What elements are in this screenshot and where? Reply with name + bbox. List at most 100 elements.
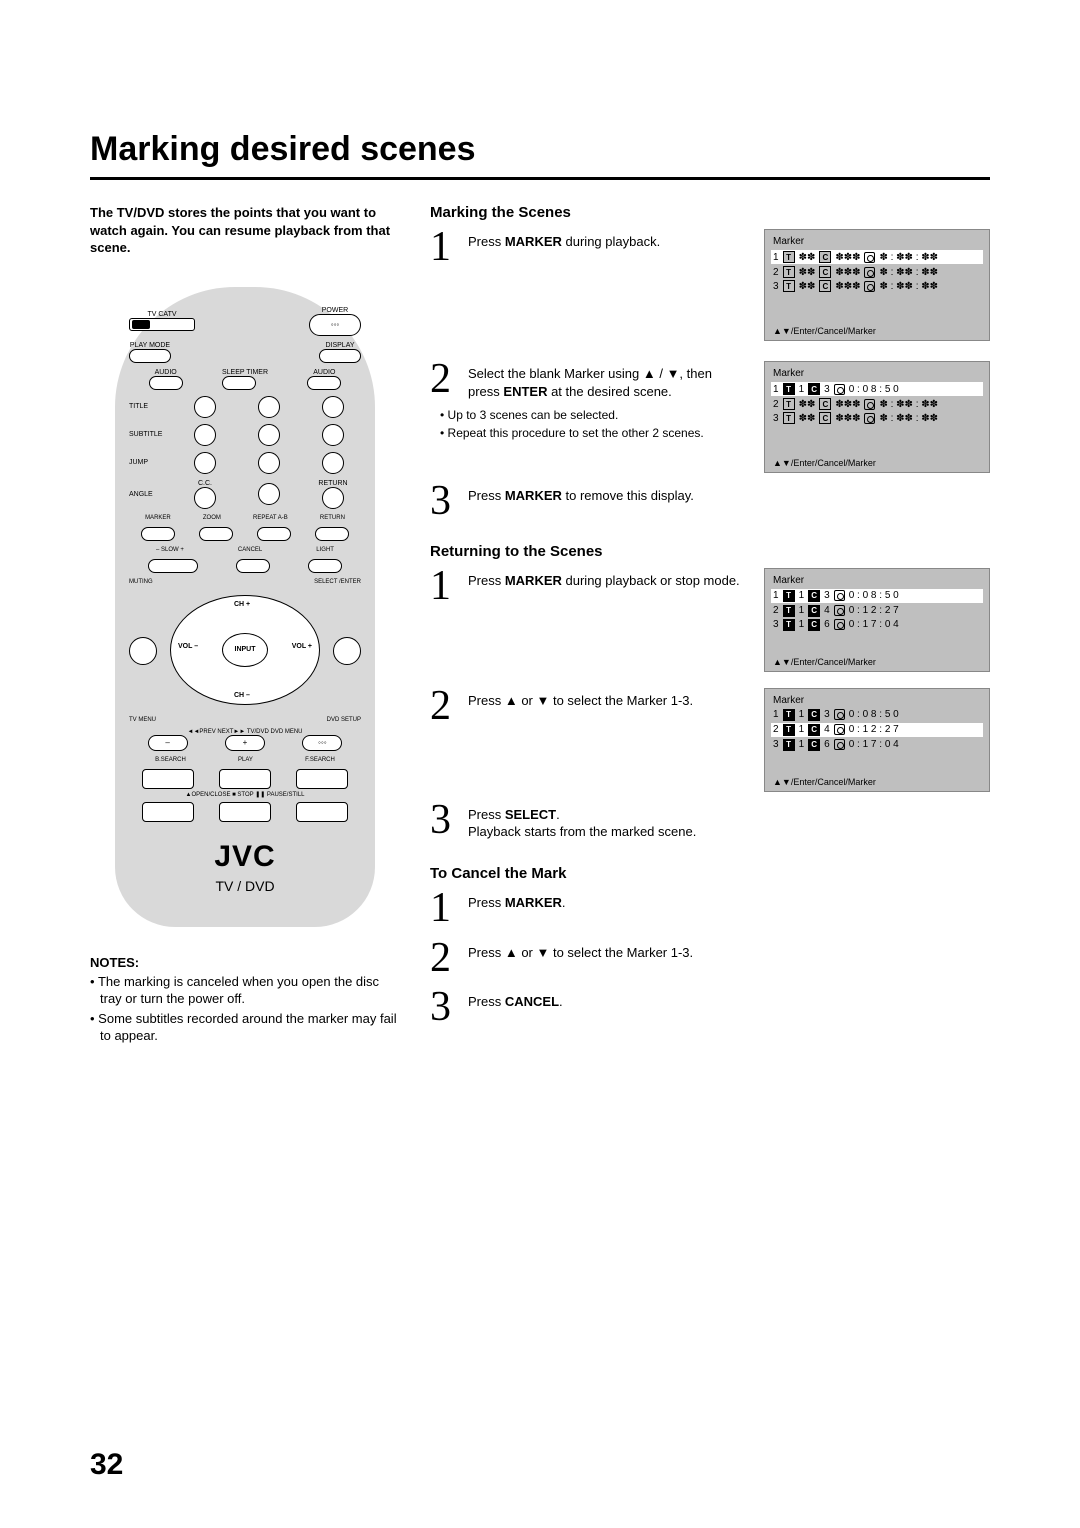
muting-button	[129, 637, 157, 665]
step-num: 1	[430, 568, 456, 606]
step-num: 3	[430, 989, 456, 1027]
play-label: PLAY	[238, 757, 253, 763]
note-2: Some subtitles recorded around the marke…	[90, 1011, 400, 1045]
stop-button	[219, 802, 271, 822]
audio-button	[149, 376, 183, 390]
return-step2: Press ▲ or ▼ to select the Marker 1-3.	[468, 688, 746, 726]
marking-heading: Marking the Scenes	[430, 204, 990, 221]
jump-label: JUMP	[129, 459, 169, 466]
tv-catv-label: TV CATV	[129, 311, 195, 318]
repeat-button	[257, 527, 291, 541]
num-3	[322, 396, 344, 418]
cancel-label: CANCEL	[238, 547, 262, 553]
prev-button: –	[148, 735, 188, 751]
audio2-label: AUDIO	[307, 369, 341, 376]
marker-button	[141, 527, 175, 541]
bottom-labels: ▲OPEN/CLOSE ■ STOP ❚❚ PAUSE/STILL	[129, 791, 361, 798]
next-button: +	[225, 735, 265, 751]
muting-label: MUTING	[129, 579, 153, 585]
select-button	[333, 637, 361, 665]
vol-up: VOL +	[292, 643, 312, 650]
num-0	[258, 483, 280, 505]
page-title: Marking desired scenes	[90, 130, 990, 180]
cancel-heading: To Cancel the Mark	[430, 865, 990, 882]
notes-list: The marking is canceled when you open th…	[90, 974, 400, 1046]
slow-label: – SLOW +	[156, 547, 184, 553]
step-num: 1	[430, 229, 456, 267]
num-4	[194, 424, 216, 446]
num-7	[194, 452, 216, 474]
sub-2: Repeat this procedure to set the other 2…	[440, 426, 746, 440]
fsearch-label: F.SEARCH	[305, 757, 335, 763]
tvdvd-button: ◦◦◦	[302, 735, 342, 751]
ch-up: CH +	[234, 601, 250, 608]
display-button	[319, 349, 361, 363]
intro-text: The TV/DVD stores the points that you wa…	[90, 204, 400, 257]
brand-logo: JVC	[129, 840, 361, 874]
repeat-label: REPEAT A-B	[253, 515, 288, 521]
angle-label: ANGLE	[129, 491, 169, 498]
subtitle-label: SUBTITLE	[129, 431, 169, 438]
osd-three: Marker 1 T1 C3 0 : 0 8 : 5 0 2 T1 C4 0 :…	[764, 568, 990, 672]
note-1: The marking is canceled when you open th…	[90, 974, 400, 1008]
marking-sublist: Up to 3 scenes can be selected. Repeat t…	[440, 408, 746, 440]
model-label: TV / DVD	[129, 878, 361, 894]
marking-step3: Press MARKER to remove this display.	[468, 483, 990, 521]
bsearch-button	[142, 769, 194, 789]
zoom-label: ZOOM	[203, 515, 221, 521]
osd-one: Marker 1 T1 C3 0 : 0 8 : 5 0 2 T✽✽ C✽✽✽ …	[764, 361, 990, 473]
step-num: 3	[430, 483, 456, 521]
page-number: 32	[90, 1448, 123, 1482]
ch-down: CH –	[234, 692, 250, 699]
cancel-step2: Press ▲ or ▼ to select the Marker 1-3.	[468, 940, 990, 978]
tv-catv-switch	[129, 318, 195, 331]
cc-button	[194, 487, 216, 509]
display-label: DISPLAY	[319, 342, 361, 349]
remote-illustration: TV CATV POWER ◦◦◦ PLAY MODE DISPLAY AUDI…	[115, 287, 375, 927]
cancel-button	[236, 559, 270, 573]
pause-button	[296, 802, 348, 822]
playmode-label: PLAY MODE	[129, 342, 171, 349]
light-button	[308, 559, 342, 573]
num-5	[258, 424, 280, 446]
input-button: INPUT	[222, 633, 268, 667]
return2-button	[315, 527, 349, 541]
power-label: POWER	[309, 307, 361, 314]
dvdsetup-label: DVD SETUP	[327, 717, 361, 723]
step-num: 1	[430, 890, 456, 928]
return-step3: Press SELECT.Playback starts from the ma…	[468, 802, 990, 841]
bsearch-label: B.SEARCH	[155, 757, 186, 763]
vol-down: VOL –	[178, 643, 198, 650]
fsearch-button	[296, 769, 348, 789]
osd-blank: Marker 1 T✽✽ C✽✽✽ ✽ : ✽✽ : ✽✽ 2 T✽✽ C✽✽✽…	[764, 229, 990, 341]
sleep-label: SLEEP TIMER	[222, 369, 268, 376]
num-2	[258, 396, 280, 418]
audio2-button	[307, 376, 341, 390]
light-label: LIGHT	[316, 547, 334, 553]
num-8	[258, 452, 280, 474]
tvmenu-label: TV MENU	[129, 717, 156, 723]
playmode-button	[129, 349, 171, 363]
audio-label: AUDIO	[149, 369, 183, 376]
marking-step2: Select the blank Marker using ▲ / ▼, the…	[468, 361, 746, 400]
power-button: ◦◦◦	[309, 314, 361, 336]
sleep-button	[222, 376, 256, 390]
return-label: RETURN	[305, 480, 361, 487]
open-button	[142, 802, 194, 822]
num-1	[194, 396, 216, 418]
step-num: 2	[430, 940, 456, 978]
slow-button	[148, 559, 198, 573]
num-9	[322, 452, 344, 474]
step-num: 2	[430, 688, 456, 726]
zoom-button	[199, 527, 233, 541]
marking-step1: Press MARKER during playback.	[468, 229, 746, 267]
osd-sel2: Marker 1 T1 C3 0 : 0 8 : 5 0 2 T1 C4 0 :…	[764, 688, 990, 792]
returning-heading: Returning to the Scenes	[430, 543, 990, 560]
cancel-step3: Press CANCEL.	[468, 989, 990, 1027]
return-step1: Press MARKER during playback or stop mod…	[468, 568, 746, 606]
cancel-step1: Press MARKER.	[468, 890, 990, 928]
sub-1: Up to 3 scenes can be selected.	[440, 408, 746, 422]
notes-heading: NOTES:	[90, 955, 400, 970]
step-num: 2	[430, 361, 456, 400]
nav-pad: CH + CH – VOL – VOL + INPUT	[170, 595, 320, 705]
